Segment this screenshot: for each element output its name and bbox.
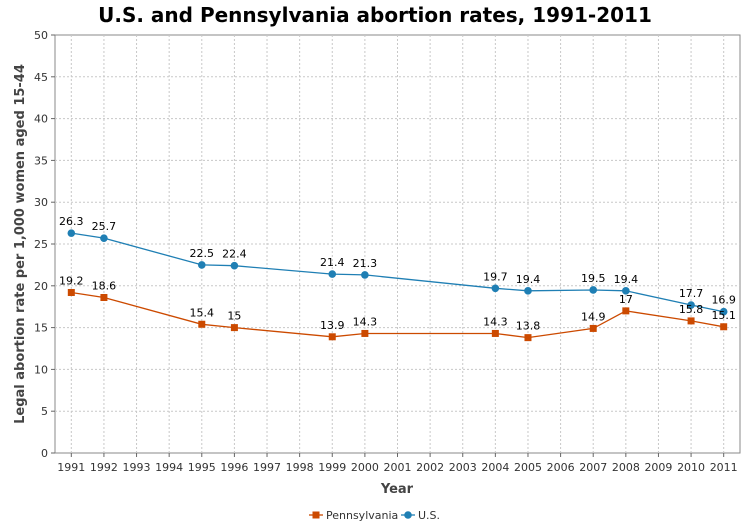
chart-title: U.S. and Pennsylvania abortion rates, 19…	[98, 3, 652, 27]
data-point-pennsylvania	[687, 317, 695, 325]
legend-label-u-s: U.S.	[418, 509, 440, 522]
x-tick-label: 1996	[220, 461, 248, 474]
data-label-u-s: 22.4	[222, 248, 247, 261]
y-tick-label: 45	[34, 71, 48, 84]
data-label-pennsylvania: 15.4	[190, 306, 215, 319]
x-tick-label: 2000	[351, 461, 379, 474]
y-axis: 0 5 10 15 20 25 30 35 40 45 50	[34, 29, 55, 460]
data-label-pennsylvania: 14.3	[353, 315, 378, 328]
data-point-u-s	[100, 234, 108, 242]
y-tick-label: 40	[34, 113, 48, 126]
data-label-pennsylvania: 15.1	[711, 309, 736, 322]
x-tick-label: 2006	[547, 461, 575, 474]
y-axis-title: Legal abortion rate per 1,000 women aged…	[13, 64, 28, 424]
data-label-u-s: 21.3	[353, 257, 378, 270]
y-tick-label: 25	[34, 238, 48, 251]
y-tick-label: 35	[34, 154, 48, 167]
data-label-u-s: 19.4	[516, 273, 541, 286]
series-line-pennsylvania	[71, 291, 724, 339]
x-tick-label: 2004	[481, 461, 509, 474]
data-label-pennsylvania: 14.3	[483, 315, 508, 328]
data-point-u-s	[719, 307, 728, 316]
data-label-pennsylvania: 19.2	[59, 274, 84, 287]
series-line-u-s	[71, 232, 724, 313]
data-point-pennsylvania	[230, 324, 238, 332]
grid-layer	[55, 35, 740, 453]
data-point-pennsylvania	[589, 324, 597, 332]
data-label-pennsylvania: 18.6	[92, 280, 117, 293]
y-tick-label: 5	[41, 405, 48, 418]
y-tick-label: 10	[34, 363, 48, 376]
data-point-u-s	[687, 301, 695, 309]
data-label-pennsylvania: 13.9	[320, 319, 345, 332]
x-tick-label: 2009	[644, 461, 672, 474]
data-label-pennsylvania: 15	[227, 310, 241, 323]
y-tick-label: 20	[34, 280, 48, 293]
x-tick-label: 1993	[123, 461, 151, 474]
x-axis: 1991 1992 1993 1994 1995 1996 1997 1998 1999 2000…	[57, 453, 738, 474]
legend-label-pennsylvania: Pennsylvania	[326, 509, 398, 522]
data-point-pennsylvania	[524, 334, 532, 342]
data-point-u-s	[361, 271, 369, 279]
data-label-u-s: 19.7	[483, 270, 508, 283]
data-point-pennsylvania	[491, 329, 499, 337]
data-label-pennsylvania: 13.8	[516, 320, 541, 333]
x-tick-label: 2010	[677, 461, 705, 474]
series-layer	[67, 229, 728, 342]
x-tick-label: 2002	[416, 461, 444, 474]
data-point-u-s	[67, 229, 76, 237]
legend-marker-u-s	[404, 511, 412, 519]
data-point-pennsylvania	[720, 323, 728, 331]
y-tick-label: 0	[41, 447, 48, 460]
data-label-u-s: 19.4	[614, 273, 639, 286]
data-point-u-s	[524, 287, 532, 295]
x-tick-label: 2008	[612, 461, 640, 474]
data-point-u-s	[622, 287, 630, 295]
data-label-u-s: 17.7	[679, 287, 704, 300]
data-label-pennsylvania: 14.9	[581, 310, 606, 323]
x-axis-title: Year	[380, 482, 414, 497]
data-point-pennsylvania	[361, 329, 369, 337]
x-tick-label: 2003	[449, 461, 477, 474]
data-label-u-s: 16.9	[711, 294, 736, 307]
data-point-pennsylvania	[198, 320, 206, 328]
data-point-u-s	[491, 284, 500, 293]
data-point-u-s	[328, 270, 337, 278]
data-point-pennsylvania	[622, 307, 630, 315]
data-point-u-s	[197, 261, 206, 269]
x-tick-label: 2005	[514, 461, 542, 474]
data-label-u-s: 26.3	[59, 215, 84, 228]
data-label-pennsylvania: 15.8	[679, 303, 704, 316]
data-label-pennsylvania: 17	[619, 293, 633, 306]
legend: Pennsylvania U.S.	[309, 509, 440, 522]
data-label-u-s: 19.5	[581, 272, 606, 285]
x-tick-label: 1995	[188, 461, 216, 474]
x-tick-label: 1991	[57, 461, 85, 474]
x-tick-label: 1992	[90, 461, 118, 474]
legend-marker-pennsylvania	[312, 511, 320, 519]
x-tick-label: 1999	[318, 461, 346, 474]
y-tick-label: 15	[34, 322, 48, 335]
x-tick-label: 2007	[579, 461, 607, 474]
data-label-u-s: 25.7	[92, 220, 117, 233]
y-tick-label: 50	[34, 29, 48, 42]
x-tick-label: 2011	[710, 461, 738, 474]
data-point-u-s	[230, 261, 239, 270]
data-label-u-s: 22.5	[190, 247, 215, 260]
x-tick-label: 1997	[253, 461, 281, 474]
data-point-pennsylvania	[100, 294, 108, 302]
y-tick-label: 30	[34, 196, 48, 209]
data-point-u-s	[589, 286, 598, 294]
data-point-pennsylvania	[328, 333, 336, 341]
x-tick-label: 1994	[155, 461, 183, 474]
x-tick-label: 2001	[384, 461, 412, 474]
data-point-pennsylvania	[67, 288, 75, 296]
data-label-u-s: 21.4	[320, 256, 345, 269]
x-tick-label: 1998	[286, 461, 314, 474]
data-label-layer: 19.2 18.6 15.4 15 13.9 14.3 14.3 13.8 14.9 17 15.8…	[59, 215, 736, 332]
